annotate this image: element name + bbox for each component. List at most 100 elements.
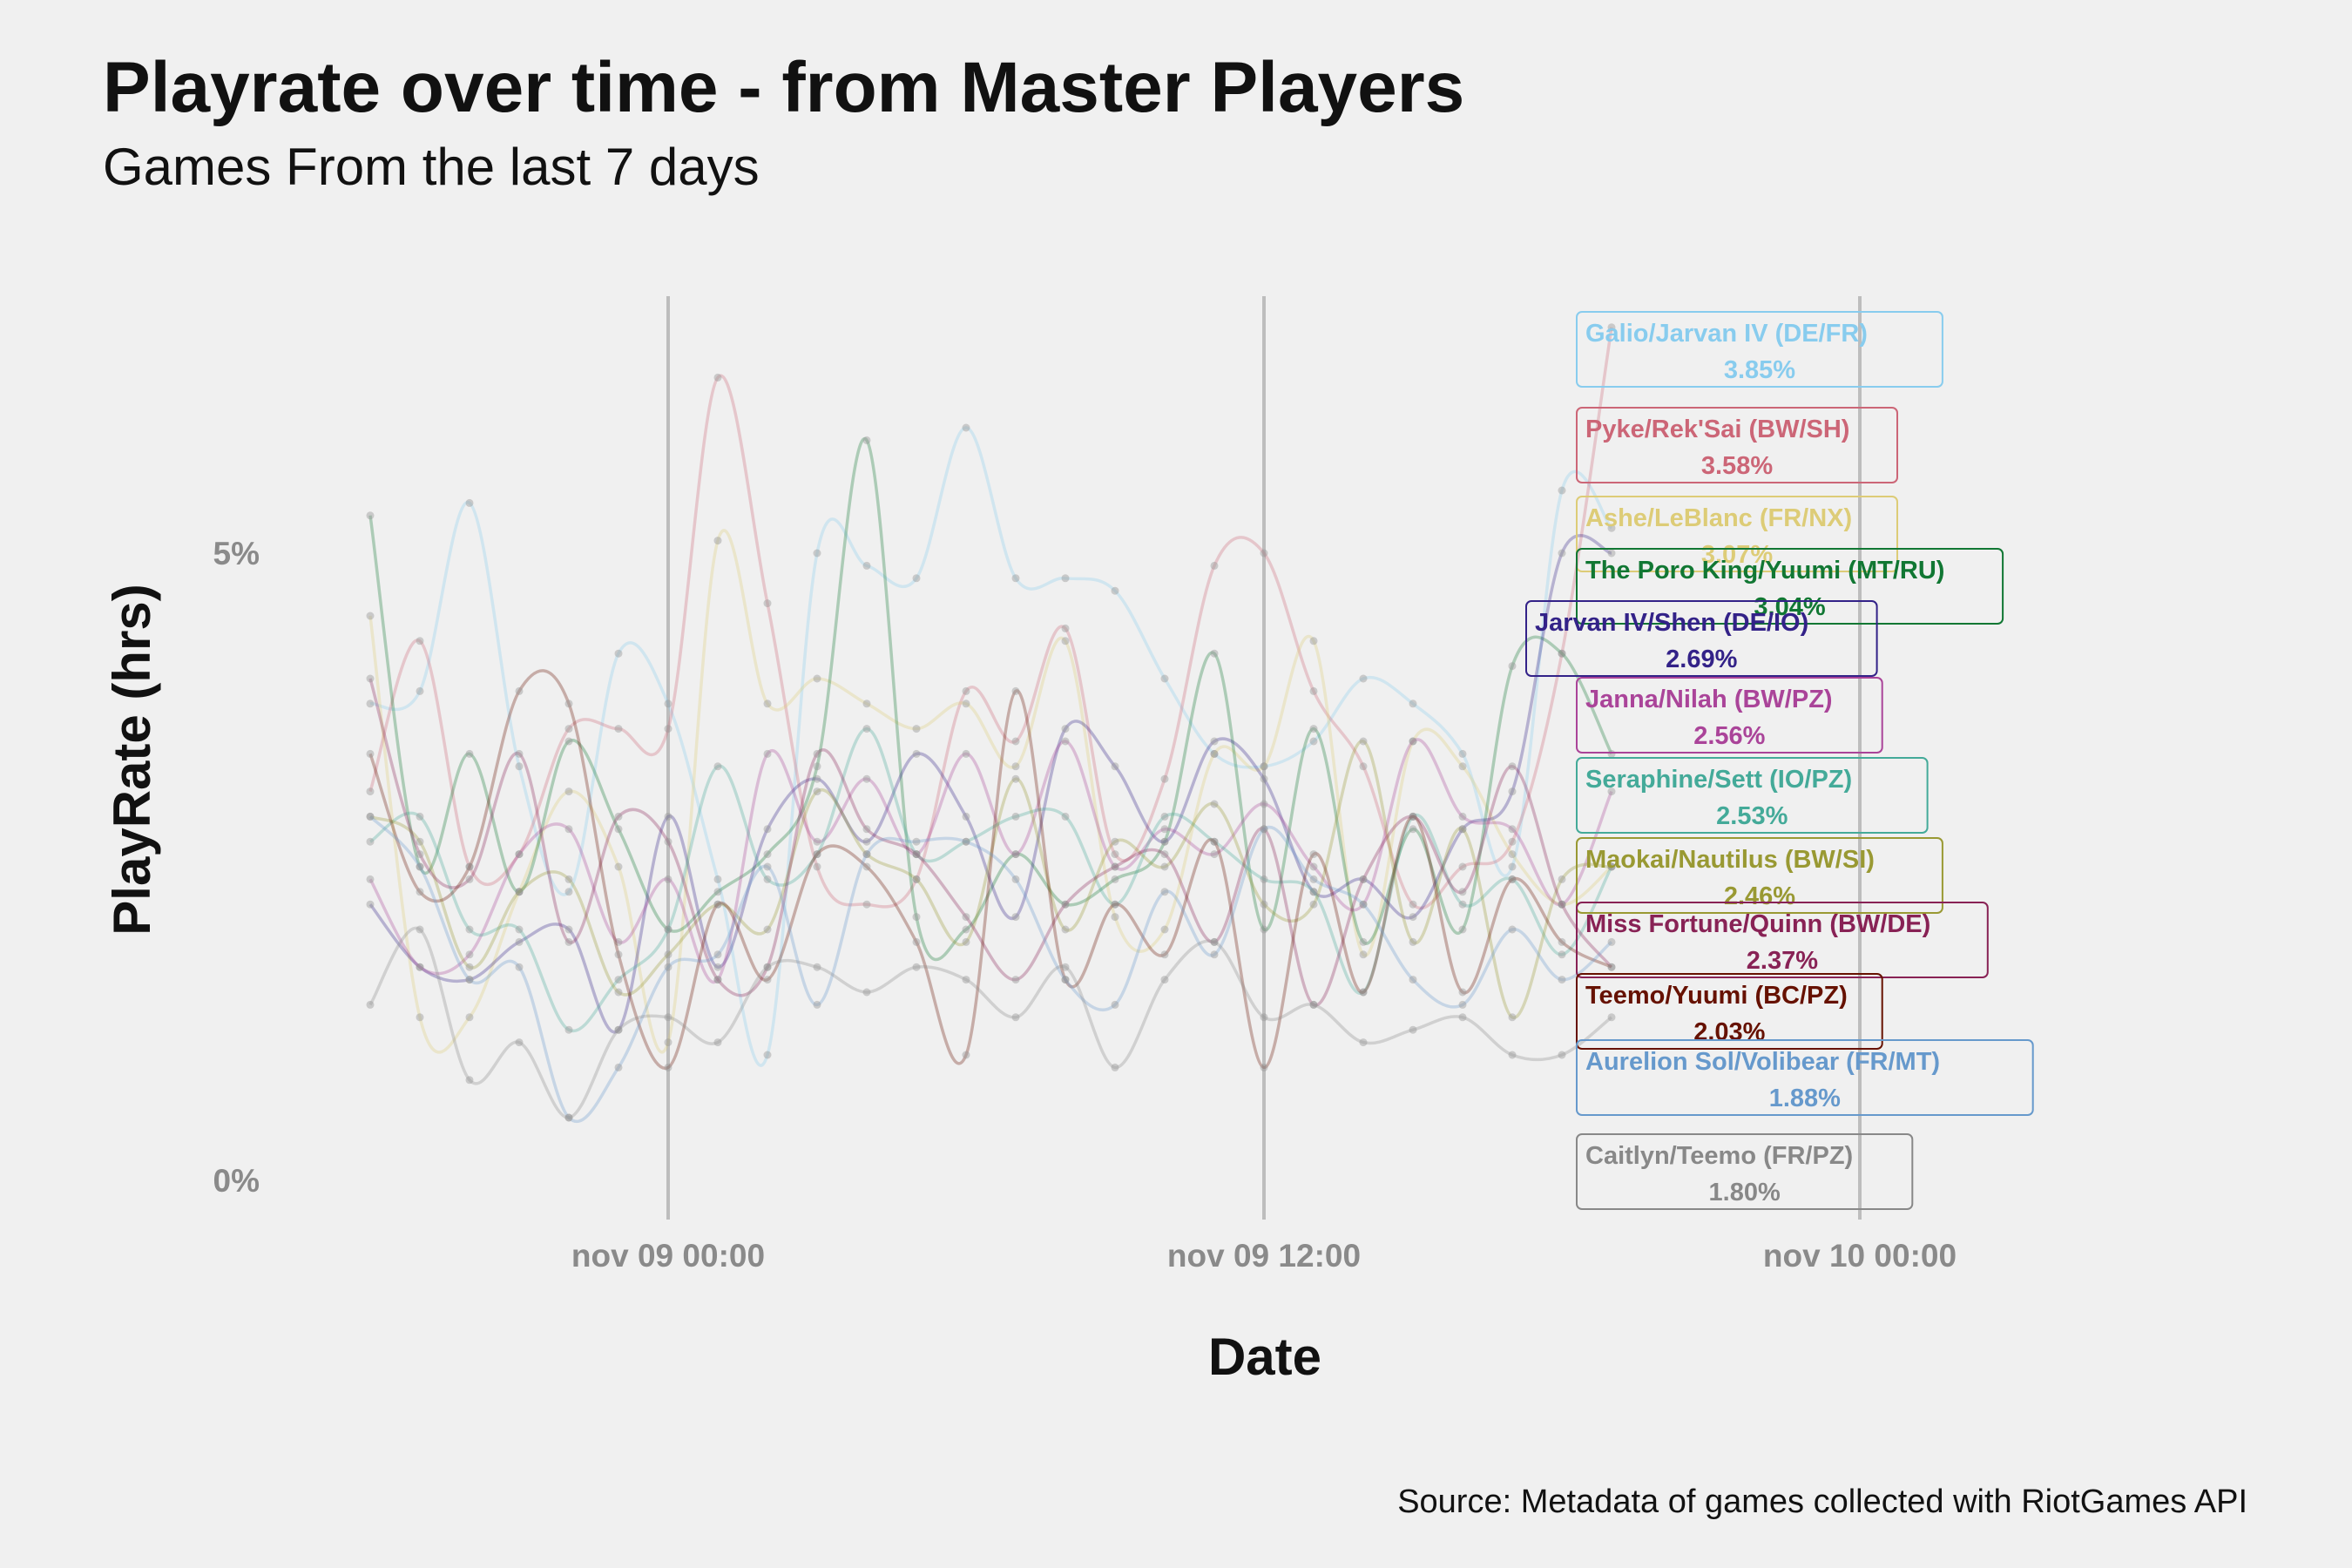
- data-point: [813, 787, 821, 796]
- data-point: [1558, 549, 1566, 558]
- data-point: [1210, 850, 1219, 859]
- series-3: [366, 436, 1616, 962]
- data-point: [1260, 549, 1268, 558]
- data-point: [1260, 762, 1268, 771]
- data-point: [416, 888, 424, 896]
- data-point: [366, 787, 375, 796]
- series-line: [368, 815, 1613, 1124]
- data-point: [1210, 737, 1219, 746]
- series-label-name: Caitlyn/Teemo (FR/PZ): [1585, 1142, 1853, 1170]
- data-point: [763, 875, 772, 883]
- data-point: [1160, 774, 1169, 783]
- data-point: [713, 875, 722, 883]
- data-point: [813, 774, 821, 783]
- data-point: [1309, 1000, 1318, 1009]
- data-point: [416, 686, 424, 695]
- data-point: [763, 599, 772, 608]
- data-point: [1210, 937, 1219, 946]
- data-point: [664, 1063, 672, 1071]
- data-point: [1458, 888, 1467, 896]
- data-point: [813, 1000, 821, 1009]
- y-axis-ticks: 0% 5%: [213, 536, 260, 1199]
- data-point: [1061, 900, 1070, 909]
- series-label-name: Teemo/Yuumi (BC/PZ): [1585, 982, 1848, 1010]
- series-line: [369, 740, 1612, 1019]
- data-point: [813, 674, 821, 683]
- data-point: [1359, 674, 1368, 683]
- data-point: [1359, 988, 1368, 997]
- data-point: [664, 837, 672, 846]
- data-point: [912, 574, 921, 583]
- data-point: [713, 537, 722, 545]
- data-point: [1359, 875, 1368, 883]
- data-point: [763, 963, 772, 971]
- data-point: [1061, 963, 1070, 971]
- series-label-box: [1576, 677, 1883, 754]
- series-label: Jarvan IV/Shen (DE/IO) 2.69%: [1525, 600, 1878, 677]
- data-point: [1309, 862, 1318, 871]
- data-point: [862, 837, 871, 846]
- data-point: [465, 963, 474, 971]
- data-point: [664, 963, 672, 971]
- data-point: [862, 850, 871, 859]
- data-point: [1061, 976, 1070, 984]
- x-axis-ticks: nov 09 00:00 nov 09 12:00 nov 10 00:00: [571, 1238, 1957, 1274]
- data-point: [962, 925, 970, 934]
- data-point: [1210, 800, 1219, 808]
- data-point: [1558, 937, 1566, 946]
- data-point: [1558, 649, 1566, 658]
- series-label-box: [1576, 548, 2004, 625]
- data-point: [1260, 825, 1268, 834]
- data-point: [1210, 837, 1219, 846]
- series-6: [366, 725, 1616, 1034]
- data-point: [1160, 825, 1169, 834]
- data-point: [1011, 850, 1020, 859]
- data-point: [912, 850, 921, 859]
- data-point: [1210, 937, 1219, 946]
- data-point: [515, 1038, 524, 1047]
- data-point: [1260, 762, 1268, 771]
- data-point: [1260, 800, 1268, 808]
- data-point: [1111, 862, 1119, 871]
- data-point: [1359, 737, 1368, 746]
- data-point: [1558, 900, 1566, 909]
- data-point: [465, 950, 474, 959]
- data-point: [962, 1051, 970, 1059]
- data-point: [1458, 1013, 1467, 1022]
- data-point: [1309, 737, 1318, 746]
- data-point: [1111, 875, 1119, 883]
- data-point: [515, 850, 524, 859]
- data-point: [912, 850, 921, 859]
- series-label: The Poro King/Yuumi (MT/RU) 3.04%: [1576, 548, 2004, 625]
- data-point: [1061, 624, 1070, 632]
- series-7: [366, 737, 1616, 1022]
- data-point: [1111, 1063, 1119, 1071]
- data-point: [564, 1113, 573, 1122]
- data-point: [1111, 1000, 1119, 1009]
- series-label-value: 1.80%: [1709, 1179, 1781, 1206]
- data-point: [1111, 586, 1119, 595]
- series-label-value: 2.46%: [1724, 882, 1795, 910]
- data-point: [1111, 762, 1119, 771]
- data-point: [564, 875, 573, 883]
- data-point: [962, 976, 970, 984]
- series-label-box: [1576, 311, 1943, 388]
- data-point: [912, 937, 921, 946]
- series-label: Pyke/Rek'Sai (BW/SH) 3.58%: [1576, 407, 1898, 483]
- x-axis-title: Date: [1208, 1328, 1321, 1386]
- data-point: [813, 762, 821, 771]
- series-label-value: 1.88%: [1769, 1085, 1841, 1112]
- data-point: [912, 913, 921, 922]
- data-point: [465, 1076, 474, 1085]
- data-point: [813, 749, 821, 758]
- data-point: [1508, 925, 1517, 934]
- data-point: [962, 837, 970, 846]
- data-point: [515, 925, 524, 934]
- data-point: [1607, 1013, 1616, 1022]
- data-point: [1458, 825, 1467, 834]
- data-point: [763, 700, 772, 708]
- data-point: [862, 850, 871, 859]
- data-point: [1309, 686, 1318, 695]
- series-label-value: 2.69%: [1666, 645, 1737, 673]
